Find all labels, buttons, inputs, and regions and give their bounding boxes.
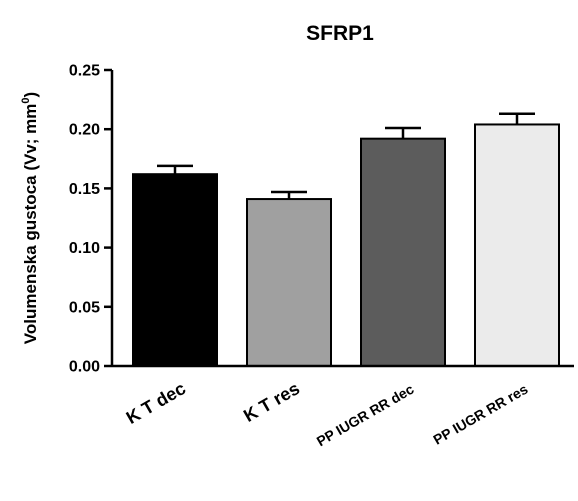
chart-title: SFRP1 — [306, 22, 374, 45]
bar — [360, 137, 446, 367]
x-category-label: K T res — [240, 378, 303, 426]
y-tick-label: 0.05 — [69, 299, 100, 316]
y-tick-label: 0.20 — [69, 122, 100, 139]
x-axis-labels: K T dec K T res PP IUGR RR dec PP IUGR RR r… — [123, 378, 531, 449]
y-tick-label: 0.10 — [69, 240, 100, 257]
y-tick-label: 0.15 — [69, 181, 100, 198]
x-category-label: PP IUGR RR res — [430, 381, 530, 448]
bar — [246, 198, 332, 367]
bars-group — [132, 112, 560, 367]
y-axis-ticks: 0.00 0.05 0.10 0.15 0.20 0.25 — [69, 63, 112, 376]
y-tick-label: 0.00 — [69, 359, 100, 376]
y-tick-label: 0.25 — [69, 63, 100, 80]
x-category-label: PP IUGR RR dec — [314, 381, 417, 450]
bar — [132, 173, 218, 367]
x-category-label: K T dec — [123, 378, 189, 428]
y-axis-label: Volumenska gustoca (Vv; mm0) — [20, 92, 40, 344]
bar — [474, 123, 560, 367]
